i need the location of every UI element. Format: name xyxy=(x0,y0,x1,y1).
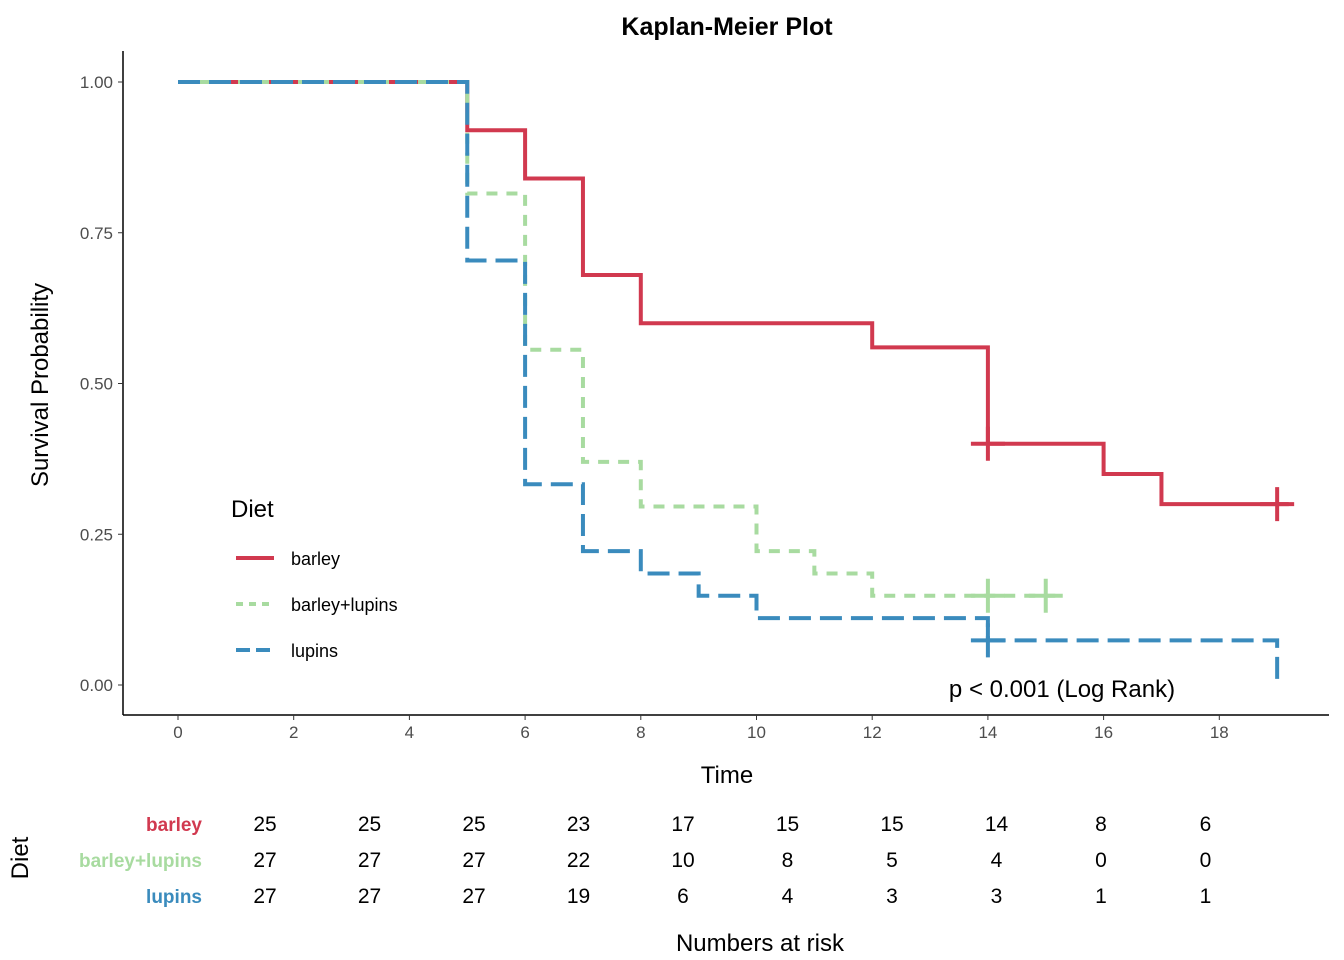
risk-cell: 27 xyxy=(253,849,276,872)
risk-cell: 3 xyxy=(886,885,898,908)
x-tick-label: 0 xyxy=(173,723,182,742)
legend-label: barley+lupins xyxy=(291,595,398,615)
series-line-barley xyxy=(178,80,1289,507)
risk-cell: 4 xyxy=(782,885,794,908)
y-tick-label: 0.75 xyxy=(80,224,113,243)
y-tick-label: 0.00 xyxy=(80,676,113,695)
risk-table-y-title-group: Diet xyxy=(7,836,34,879)
risk-row-label: lupins xyxy=(146,887,202,908)
risk-row-label: barley+lupins xyxy=(79,851,202,872)
risk-cell: 15 xyxy=(880,813,903,836)
risk-cell: 22 xyxy=(567,849,590,872)
risk-table-title: Numbers at risk xyxy=(676,930,845,957)
risk-cell: 6 xyxy=(677,885,689,908)
x-tick-label: 6 xyxy=(520,723,529,742)
series-line-barley-lupins xyxy=(178,80,1064,598)
risk-cell: 4 xyxy=(991,849,1003,872)
x-tick-label: 8 xyxy=(636,723,645,742)
risk-cell: 10 xyxy=(671,849,694,872)
x-tick-label: 10 xyxy=(747,723,766,742)
risk-cell: 0 xyxy=(1200,849,1212,872)
y-tick-label: 0.50 xyxy=(80,375,113,394)
risk-cell: 19 xyxy=(567,885,590,908)
censor-mark xyxy=(970,623,1005,658)
risk-cell: 6 xyxy=(1200,813,1212,836)
x-tick-label: 14 xyxy=(978,723,997,742)
risk-cell: 25 xyxy=(253,813,276,836)
censor-mark xyxy=(970,426,1005,461)
x-tick-label: 4 xyxy=(405,723,414,742)
risk-row-label: barley xyxy=(146,815,202,836)
censor-mark xyxy=(1260,487,1295,522)
y-tick-label: 1.00 xyxy=(80,73,113,92)
x-tick-label: 16 xyxy=(1094,723,1113,742)
chart-title: Kaplan-Meier Plot xyxy=(621,13,833,41)
risk-cell: 15 xyxy=(776,813,799,836)
risk-cell: 17 xyxy=(671,813,694,836)
risk-cell: 1 xyxy=(1200,885,1212,908)
series-layer xyxy=(178,80,1295,685)
x-tick-label: 18 xyxy=(1210,723,1229,742)
risk-cell: 23 xyxy=(567,813,590,836)
risk-cell: 5 xyxy=(886,849,898,872)
risk-cell: 25 xyxy=(462,813,485,836)
legend-title: Diet xyxy=(231,496,274,523)
x-axis-title: Time xyxy=(701,762,753,789)
p-value-annotation: p < 0.001 (Log Rank) xyxy=(949,676,1175,703)
risk-cell: 8 xyxy=(1095,813,1107,836)
risk-cell: 27 xyxy=(358,849,381,872)
censor-mark xyxy=(1028,578,1063,613)
legend-label: lupins xyxy=(291,641,338,661)
y-tick-label: 0.25 xyxy=(80,525,113,544)
axes: 0 2 4 6 8 10 12 14 16 18 0.00 0.25 0.50 0.75 1.00 xyxy=(80,51,1329,742)
y-axis-title-group: Survival Probability xyxy=(27,283,54,487)
risk-cell: 27 xyxy=(358,885,381,908)
risk-cell: 27 xyxy=(462,885,485,908)
censor-mark xyxy=(970,578,1005,613)
risk-cell: 27 xyxy=(462,849,485,872)
legend-label: barley xyxy=(291,549,340,569)
risk-cell: 27 xyxy=(253,885,276,908)
y-axis-title: Survival Probability xyxy=(27,283,54,487)
risk-cell: 0 xyxy=(1095,849,1107,872)
x-tick-label: 2 xyxy=(289,723,298,742)
risk-cell: 14 xyxy=(985,813,1009,836)
risk-table-y-title: Diet xyxy=(7,836,34,879)
x-tick-label: 12 xyxy=(863,723,882,742)
legend: barley barley+lupins lupins xyxy=(236,549,398,661)
risk-cell: 1 xyxy=(1095,885,1107,908)
risk-cell: 3 xyxy=(991,885,1003,908)
risk-cell: 8 xyxy=(782,849,794,872)
risk-cell: 25 xyxy=(358,813,381,836)
